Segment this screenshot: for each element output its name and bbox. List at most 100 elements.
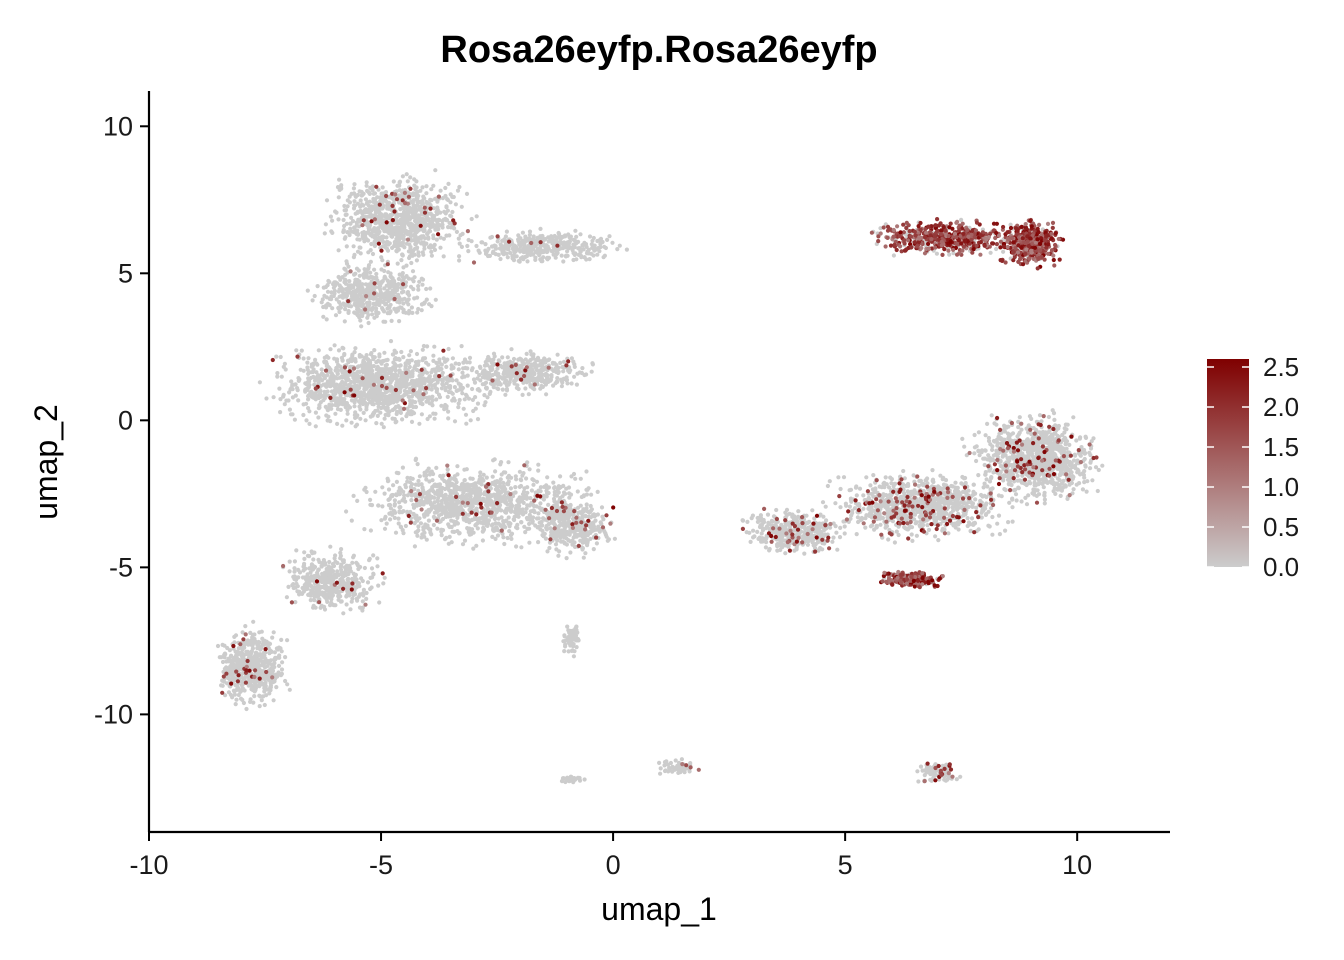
cell-point	[301, 412, 306, 418]
cell-point	[491, 351, 497, 356]
cell-point	[387, 214, 392, 219]
cell-point	[531, 234, 536, 239]
cell-point	[462, 467, 467, 472]
cell-point	[370, 184, 375, 189]
cell-point	[412, 365, 417, 370]
cell-point	[390, 416, 395, 421]
cell-point	[357, 369, 362, 374]
cell-point	[382, 350, 387, 355]
cell-point	[531, 482, 536, 487]
cell-point	[414, 258, 419, 263]
cell-point	[372, 243, 377, 249]
cell-point	[416, 213, 421, 218]
cell-point	[480, 240, 485, 245]
cell-point	[572, 374, 577, 379]
cell-point	[507, 380, 512, 385]
cell-point	[442, 404, 447, 409]
cell-point	[429, 219, 435, 224]
cell-point	[511, 517, 516, 522]
cell-point	[431, 353, 436, 358]
cell-point	[498, 462, 503, 467]
cell-point	[397, 183, 402, 188]
cell-point	[518, 483, 524, 489]
cell-point	[400, 253, 405, 258]
cell-point	[599, 505, 605, 510]
cell-point	[583, 540, 588, 545]
cell-point	[338, 305, 343, 310]
cell-point	[422, 246, 427, 251]
cell-point	[396, 521, 401, 526]
cell-point	[459, 344, 464, 349]
cell-point	[365, 275, 370, 280]
cell-point	[385, 409, 390, 414]
cell-point	[388, 282, 394, 287]
cell-point	[475, 387, 480, 392]
cell-point	[366, 250, 371, 255]
cell-point	[359, 189, 364, 194]
cell-point	[478, 365, 483, 370]
cell-point	[518, 236, 523, 241]
cell-point	[326, 414, 331, 419]
cell-point	[440, 196, 445, 201]
cell-point	[447, 233, 452, 238]
cell-point	[290, 395, 295, 400]
cell-point	[324, 198, 330, 203]
cell-point	[419, 308, 424, 313]
cell-point	[519, 520, 524, 525]
cell-point	[352, 182, 357, 187]
cell-point	[579, 255, 584, 260]
cell-point	[589, 521, 595, 526]
cell-point	[278, 410, 283, 415]
cell-point	[340, 423, 345, 428]
cell-point	[453, 504, 458, 509]
cell-point	[527, 467, 532, 472]
cell-point	[506, 247, 511, 252]
cell-point	[524, 506, 529, 511]
cell-point	[589, 251, 594, 256]
cell-point	[552, 361, 557, 366]
cell-point	[523, 237, 528, 242]
cell-point	[486, 246, 491, 251]
cell-point	[282, 402, 287, 407]
cell-point	[316, 395, 321, 401]
cell-point	[355, 249, 361, 254]
cell-point	[535, 378, 540, 383]
cell-point	[392, 366, 398, 371]
cell-point	[345, 287, 350, 292]
cell-point	[478, 378, 483, 383]
cell-point	[484, 502, 489, 507]
cell-point	[513, 474, 518, 479]
cell-point	[424, 191, 429, 196]
cell-point	[511, 258, 517, 263]
cell-point	[368, 259, 373, 264]
cell-point	[396, 393, 401, 398]
cell-point	[368, 270, 373, 275]
cell-point	[469, 490, 474, 495]
cell-point	[397, 510, 402, 515]
cell-point	[474, 243, 479, 249]
cell-point	[353, 424, 358, 429]
cell-point	[401, 355, 406, 360]
cell-point	[386, 487, 392, 492]
cell-point	[377, 401, 382, 406]
cell-point	[364, 300, 370, 306]
cell-point	[386, 304, 391, 309]
cell-point	[337, 287, 342, 292]
cell-point	[330, 218, 335, 223]
cell-point	[502, 369, 507, 374]
cell-point	[437, 493, 442, 498]
cell-point	[391, 483, 396, 488]
cell-point	[480, 538, 485, 543]
cell-point	[438, 235, 443, 240]
cell-point	[511, 356, 517, 362]
cell-point	[327, 296, 332, 301]
cell-point	[411, 411, 417, 416]
cell-point	[461, 406, 466, 411]
cell-point	[324, 305, 329, 310]
cell-point	[385, 248, 391, 253]
cell-point	[552, 517, 557, 523]
cell-point	[315, 284, 320, 289]
cell-point	[384, 521, 389, 526]
cell-point	[456, 381, 461, 386]
cell-point	[456, 236, 461, 241]
